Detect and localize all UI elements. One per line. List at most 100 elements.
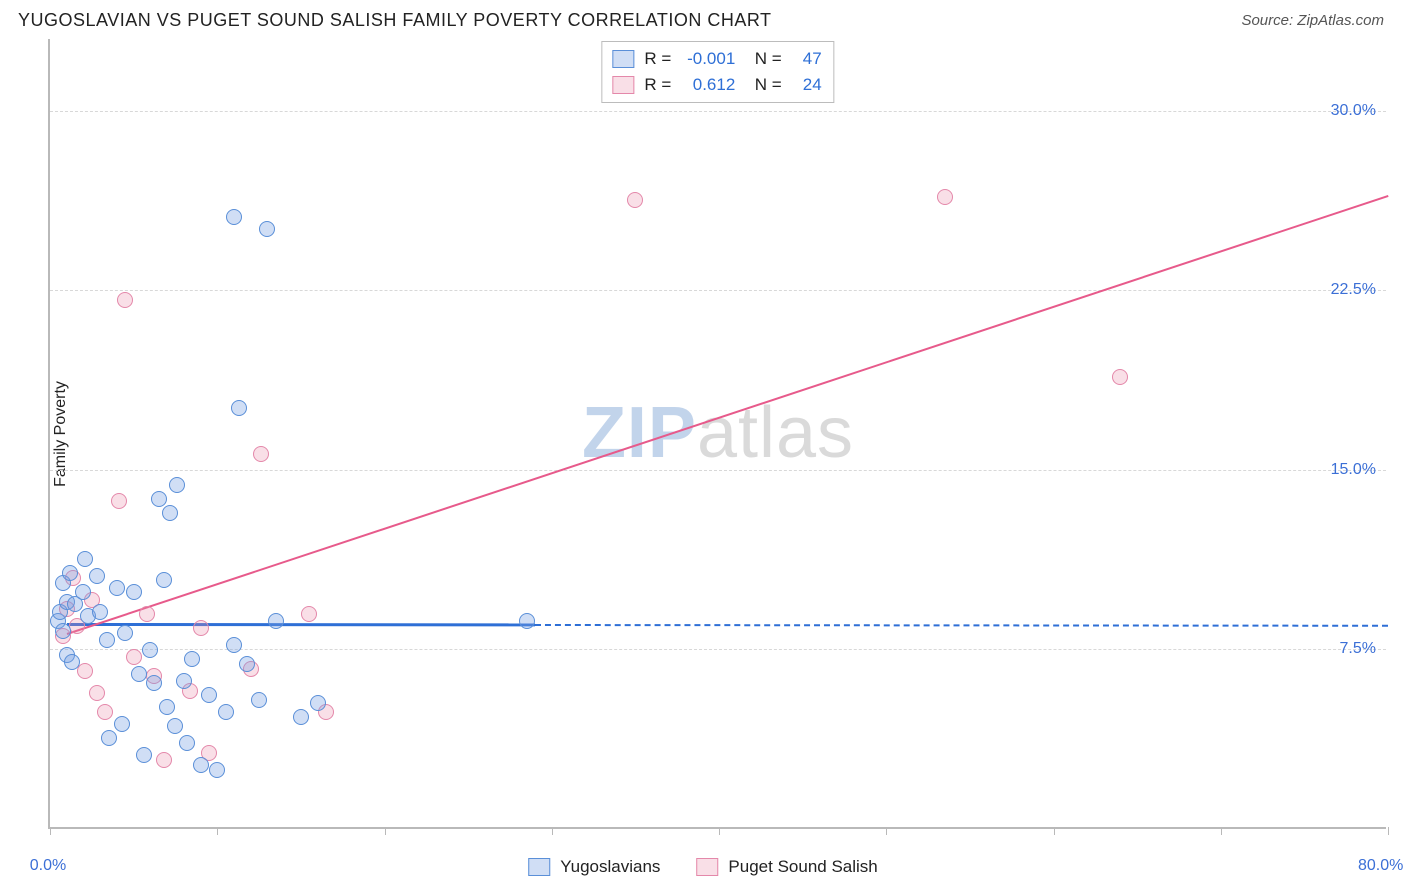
point-series-a <box>146 675 162 691</box>
point-series-b <box>193 620 209 636</box>
x-tick <box>1221 827 1222 835</box>
point-series-b <box>89 685 105 701</box>
x-axis-max-label: 80.0% <box>1358 857 1403 875</box>
trendline-series-a-solid <box>67 623 535 626</box>
point-series-a <box>75 584 91 600</box>
point-series-b <box>111 493 127 509</box>
point-series-a <box>167 718 183 734</box>
legend-item-b: Puget Sound Salish <box>696 857 877 877</box>
point-series-a <box>131 666 147 682</box>
point-series-a <box>239 656 255 672</box>
watermark: ZIPatlas <box>582 392 854 474</box>
point-series-a <box>99 632 115 648</box>
stats-row-series-b: R = 0.612 N = 24 <box>612 72 821 98</box>
stat-r-value-b: 0.612 <box>681 72 735 98</box>
y-tick-label: 30.0% <box>1331 102 1376 120</box>
trendline-series-b <box>66 195 1388 635</box>
point-series-a <box>159 699 175 715</box>
point-series-a <box>176 673 192 689</box>
point-series-a <box>92 604 108 620</box>
x-tick <box>1054 827 1055 835</box>
point-series-b <box>253 446 269 462</box>
source-attribution: Source: ZipAtlas.com <box>1241 12 1384 29</box>
x-axis-min-label: 0.0% <box>30 857 66 875</box>
gridline <box>50 111 1386 112</box>
point-series-a <box>231 400 247 416</box>
point-series-a <box>201 687 217 703</box>
point-series-a <box>117 625 133 641</box>
point-series-b <box>156 752 172 768</box>
point-series-a <box>114 716 130 732</box>
point-series-a <box>310 695 326 711</box>
swatch-series-b <box>696 858 718 876</box>
watermark-part1: ZIP <box>582 393 697 473</box>
x-tick <box>50 827 51 835</box>
point-series-a <box>126 584 142 600</box>
stat-n-value-a: 47 <box>792 46 822 72</box>
point-series-a <box>109 580 125 596</box>
point-series-b <box>117 292 133 308</box>
point-series-a <box>226 637 242 653</box>
point-series-a <box>209 762 225 778</box>
stats-row-series-a: R = -0.001 N = 47 <box>612 46 821 72</box>
stat-n-value-b: 24 <box>792 72 822 98</box>
point-series-a <box>251 692 267 708</box>
point-series-a <box>218 704 234 720</box>
point-series-a <box>268 613 284 629</box>
point-series-a <box>136 747 152 763</box>
gridline <box>50 290 1386 291</box>
chart-header: YUGOSLAVIAN VS PUGET SOUND SALISH FAMILY… <box>0 0 1406 39</box>
stat-n-label: N = <box>745 72 781 98</box>
point-series-a <box>293 709 309 725</box>
chart-title: YUGOSLAVIAN VS PUGET SOUND SALISH FAMILY… <box>18 10 772 31</box>
point-series-a <box>62 565 78 581</box>
point-series-a <box>77 551 93 567</box>
point-series-a <box>519 613 535 629</box>
point-series-b <box>97 704 113 720</box>
point-series-b <box>139 606 155 622</box>
y-tick-label: 15.0% <box>1331 461 1376 479</box>
point-series-b <box>937 189 953 205</box>
point-series-b <box>77 663 93 679</box>
stat-n-label: N = <box>745 46 781 72</box>
point-series-a <box>193 757 209 773</box>
stat-r-label: R = <box>644 72 671 98</box>
point-series-a <box>89 568 105 584</box>
trendline-series-a-dashed <box>535 624 1388 627</box>
legend-label-b: Puget Sound Salish <box>728 857 877 877</box>
point-series-a <box>64 654 80 670</box>
swatch-series-a <box>612 50 634 68</box>
point-series-b <box>301 606 317 622</box>
point-series-a <box>162 505 178 521</box>
stat-r-value-a: -0.001 <box>681 46 735 72</box>
gridline <box>50 470 1386 471</box>
x-tick <box>719 827 720 835</box>
stat-r-label: R = <box>644 46 671 72</box>
point-series-a <box>142 642 158 658</box>
point-series-a <box>101 730 117 746</box>
x-tick <box>385 827 386 835</box>
point-series-a <box>226 209 242 225</box>
stats-legend: R = -0.001 N = 47 R = 0.612 N = 24 <box>601 41 834 103</box>
y-tick-label: 22.5% <box>1331 281 1376 299</box>
point-series-a <box>169 477 185 493</box>
point-series-b <box>126 649 142 665</box>
series-legend: Yugoslavians Puget Sound Salish <box>528 857 878 877</box>
point-series-a <box>179 735 195 751</box>
watermark-part2: atlas <box>697 393 854 473</box>
x-tick <box>1388 827 1389 835</box>
gridline <box>50 649 1386 650</box>
point-series-a <box>55 623 71 639</box>
x-tick <box>552 827 553 835</box>
plot-area: ZIPatlas R = -0.001 N = 47 R = 0.612 N =… <box>48 39 1386 829</box>
y-tick-label: 7.5% <box>1340 640 1376 658</box>
chart-container: Family Poverty ZIPatlas R = -0.001 N = 4… <box>0 39 1406 883</box>
swatch-series-b <box>612 76 634 94</box>
x-tick <box>886 827 887 835</box>
point-series-a <box>156 572 172 588</box>
swatch-series-a <box>528 858 550 876</box>
x-tick <box>217 827 218 835</box>
point-series-a <box>184 651 200 667</box>
point-series-b <box>1112 369 1128 385</box>
point-series-b <box>627 192 643 208</box>
